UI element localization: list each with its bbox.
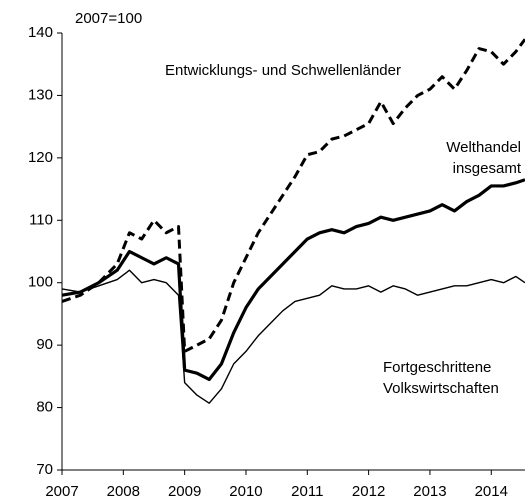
series-label: Fortgeschrittene Volkswirtschaften	[383, 359, 499, 397]
line-series	[61, 269, 525, 404]
x-tick-label: 2014	[475, 483, 508, 500]
series-label: Entwicklungs- und Schwellenländer	[165, 62, 401, 79]
x-tick-label: 2013	[413, 483, 446, 500]
x-tick-label: 2010	[229, 483, 262, 500]
x-tick-label: 2007	[45, 483, 78, 500]
y-tick-label: 140	[28, 24, 53, 41]
y-tick-label: 70	[36, 461, 53, 478]
y-tick-label: 80	[36, 399, 53, 416]
y-tick-label: 100	[28, 274, 53, 291]
y-tick-label: 130	[28, 86, 53, 103]
x-tick-label: 2009	[168, 483, 201, 500]
line-series	[61, 38, 525, 353]
line-series	[61, 178, 525, 382]
y-tick-label: 90	[36, 336, 53, 353]
annotation: 2007=100	[75, 10, 142, 27]
series-label: Welthandel insgesamt	[446, 139, 521, 177]
x-tick-label: 2011	[291, 483, 323, 500]
y-tick-label: 110	[29, 211, 53, 228]
y-tick-label: 120	[28, 149, 53, 166]
x-tick-label: 2008	[107, 483, 140, 500]
x-tick-label: 2012	[352, 483, 385, 500]
